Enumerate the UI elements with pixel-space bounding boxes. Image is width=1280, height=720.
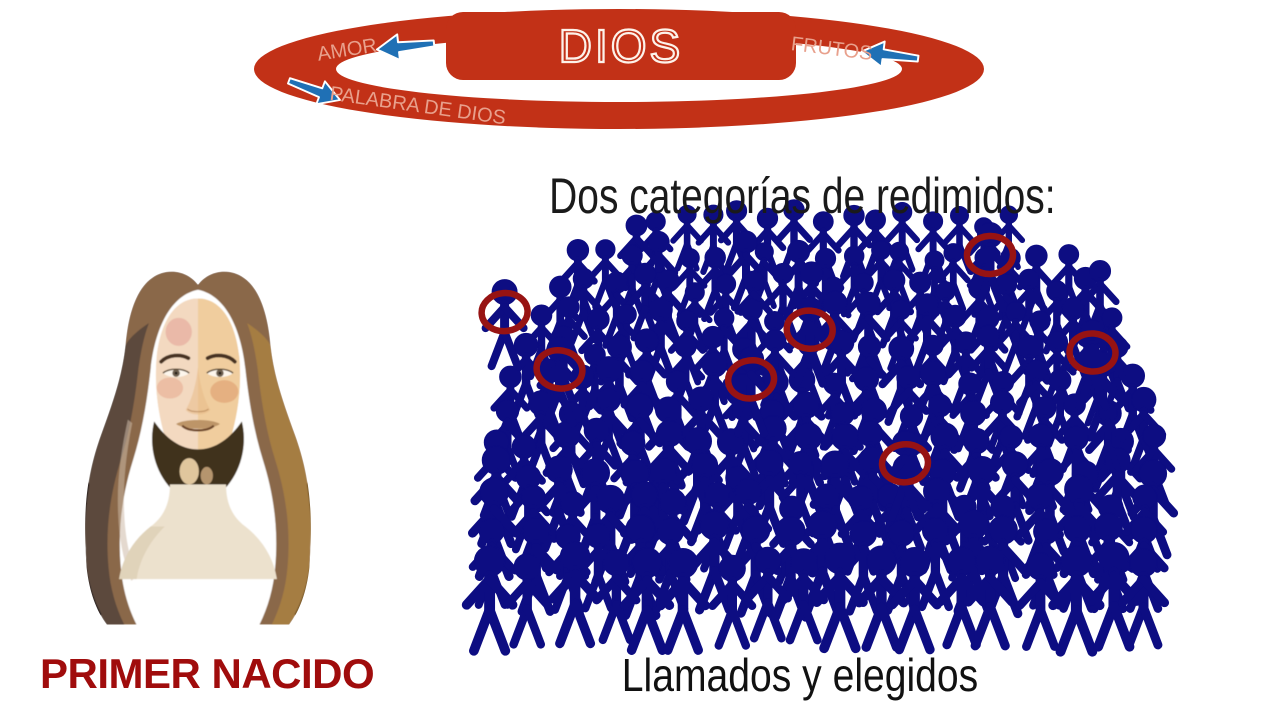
- svg-text:Dos categorías de redimidos:: Dos categorías de redimidos:: [549, 168, 1055, 224]
- svg-text:DIOS: DIOS: [559, 20, 683, 72]
- svg-text:PALABRA DE DIOS: PALABRA DE DIOS: [328, 83, 507, 129]
